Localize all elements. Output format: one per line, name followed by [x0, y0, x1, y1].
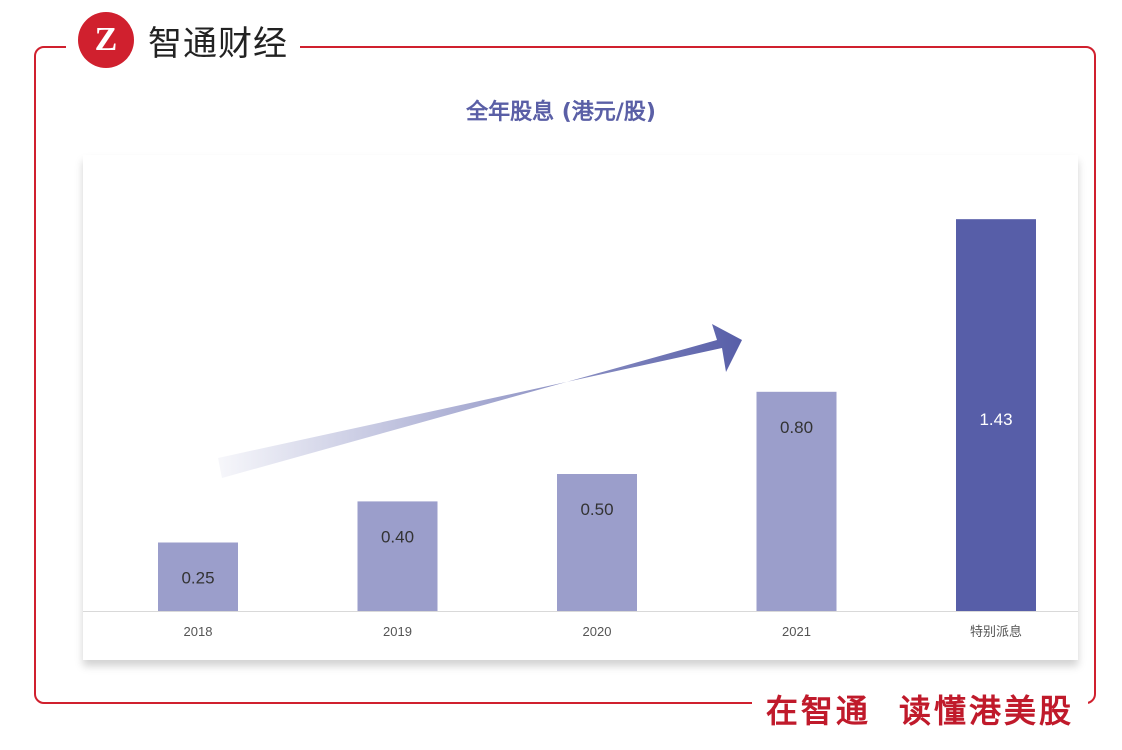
- bar-2: [557, 474, 637, 611]
- brand-name: 智通财经: [148, 23, 288, 64]
- border-frame: [34, 46, 1096, 704]
- x-tick-label: 2018: [184, 624, 213, 639]
- brand-logo: Z 智通财经: [66, 10, 300, 70]
- data-label: 0.40: [381, 527, 414, 546]
- bar-3: [756, 391, 837, 611]
- trend-arrow: [218, 324, 742, 478]
- slogan: 在智通 读懂港美股: [751, 686, 1088, 732]
- x-tick-label: 特别派息: [970, 624, 1022, 639]
- bar-4: [956, 219, 1036, 611]
- bar-0: [158, 542, 238, 611]
- x-tick-label: 2019: [383, 624, 412, 639]
- chart-title: 全年股息 (港元/股): [466, 100, 656, 125]
- data-label: 0.50: [580, 500, 613, 519]
- data-label: 0.25: [181, 569, 214, 588]
- data-label: 0.80: [780, 418, 813, 437]
- x-tick-label: 2020: [583, 624, 612, 639]
- bar-1: [357, 501, 438, 611]
- logo-mark-icon: Z: [78, 12, 134, 68]
- data-label: 1.43: [979, 410, 1012, 429]
- x-tick-label: 2021: [782, 624, 811, 639]
